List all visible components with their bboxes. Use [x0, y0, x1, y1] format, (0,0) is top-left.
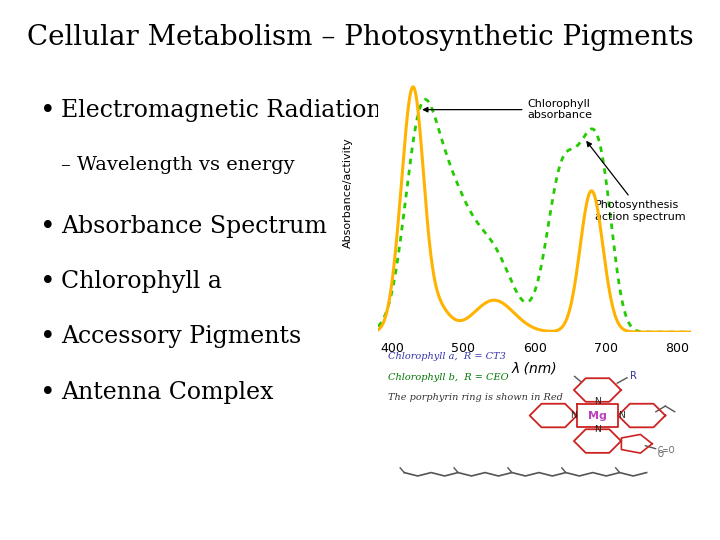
- Text: λ (nm): λ (nm): [512, 361, 557, 375]
- Text: R: R: [630, 371, 637, 381]
- Text: •: •: [40, 380, 55, 404]
- Text: Accessory Pigments: Accessory Pigments: [61, 326, 302, 348]
- Text: Photosynthesis
action spectrum: Photosynthesis action spectrum: [587, 142, 685, 221]
- Text: Cellular Metabolism – Photosynthetic Pigments: Cellular Metabolism – Photosynthetic Pig…: [27, 24, 693, 51]
- Text: Electromagnetic Radiation: Electromagnetic Radiation: [61, 99, 382, 122]
- Text: N: N: [594, 397, 601, 406]
- Text: Absorbance/activity: Absorbance/activity: [343, 138, 354, 248]
- Text: •: •: [40, 325, 55, 349]
- Text: Chlorophyll b,  R = CEO: Chlorophyll b, R = CEO: [388, 373, 508, 382]
- Text: Absorbance Spectrum: Absorbance Spectrum: [61, 215, 327, 238]
- Text: •: •: [40, 269, 55, 294]
- Text: The porphyrin ring is shown in Red: The porphyrin ring is shown in Red: [388, 394, 563, 402]
- Text: •: •: [40, 214, 55, 239]
- Text: Antenna Complex: Antenna Complex: [61, 381, 274, 403]
- Text: N: N: [618, 411, 625, 420]
- Text: – Wavelength vs energy: – Wavelength vs energy: [61, 156, 294, 174]
- Text: C=O: C=O: [657, 446, 675, 455]
- Text: N: N: [594, 425, 601, 434]
- Text: Chlorophyll
absorbance: Chlorophyll absorbance: [423, 99, 593, 120]
- Text: •: •: [40, 98, 55, 123]
- Text: Chlorophyll a: Chlorophyll a: [61, 271, 222, 293]
- Text: Mg: Mg: [588, 410, 607, 421]
- Text: N: N: [570, 411, 577, 420]
- Text: Chlorophyll a,  R = CT3: Chlorophyll a, R = CT3: [388, 352, 505, 361]
- Text: O: O: [657, 450, 663, 459]
